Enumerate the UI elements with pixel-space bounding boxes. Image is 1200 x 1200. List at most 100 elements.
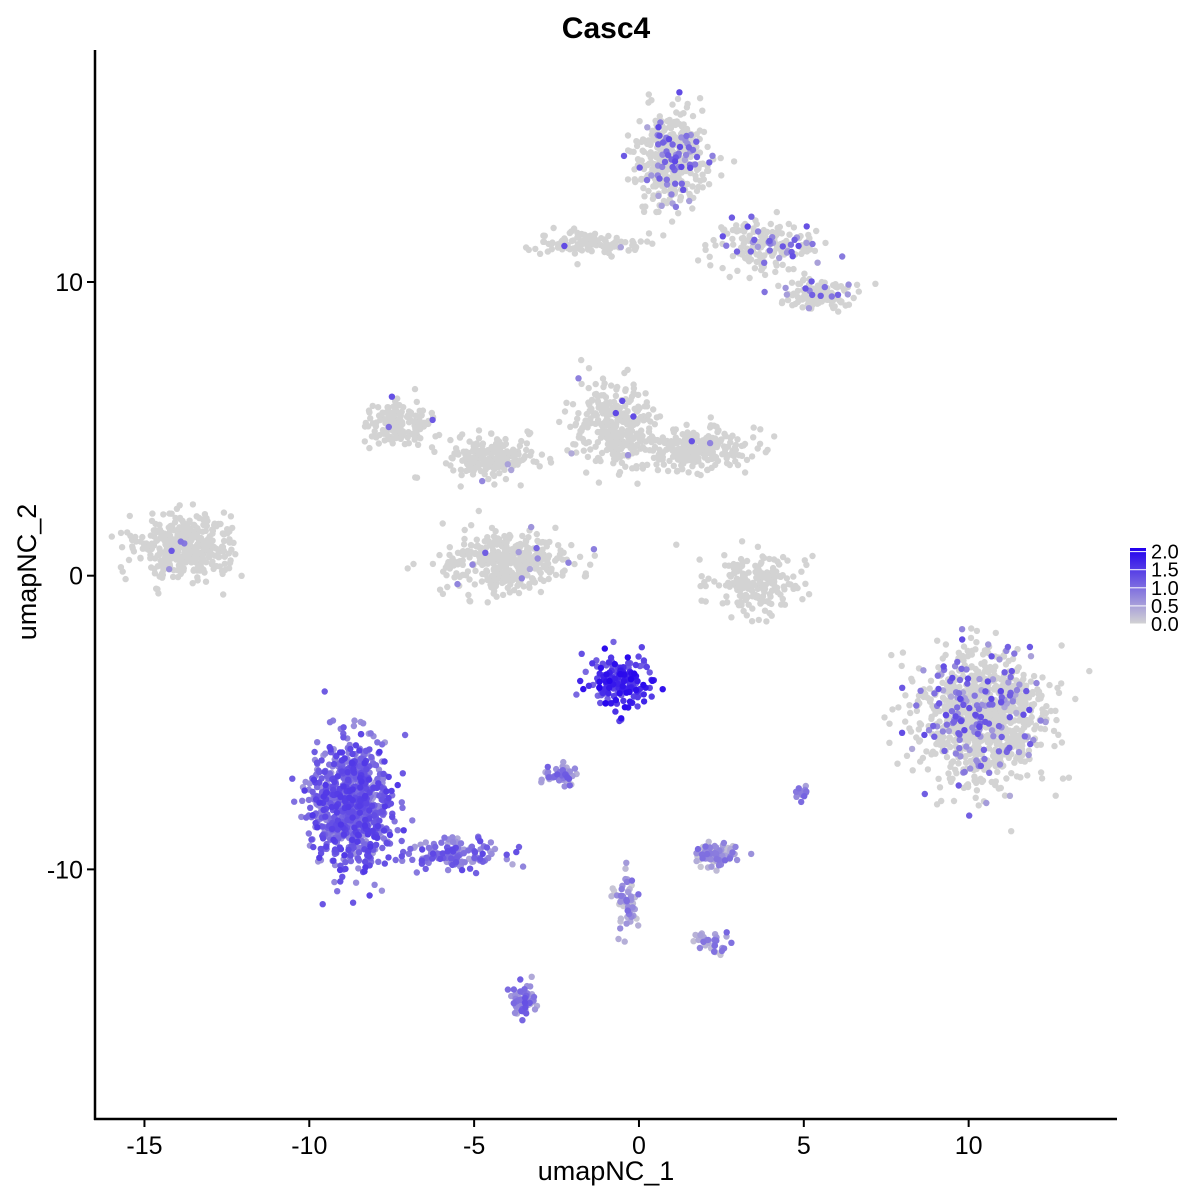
cell-point xyxy=(779,243,786,250)
cell-point xyxy=(601,236,608,243)
cell-point xyxy=(763,618,770,625)
cell-point xyxy=(625,247,632,254)
cell-point xyxy=(754,243,762,250)
cell-point xyxy=(747,248,754,255)
cell-point xyxy=(680,441,688,448)
cell-point xyxy=(503,542,510,550)
cell-point xyxy=(723,593,730,600)
cell-point xyxy=(457,483,464,490)
cell-point xyxy=(699,107,706,114)
cell-point xyxy=(784,296,792,304)
cell-point xyxy=(929,748,937,755)
cell-point xyxy=(322,750,329,757)
cell-point xyxy=(794,287,802,294)
cell-point xyxy=(1039,710,1047,717)
cell-point xyxy=(505,535,513,542)
cell-point xyxy=(585,384,592,392)
cell-point xyxy=(515,570,523,577)
cell-point xyxy=(216,553,223,561)
cell-point xyxy=(939,694,947,701)
cell-point xyxy=(773,568,780,575)
cell-point xyxy=(624,176,632,183)
cell-point xyxy=(547,459,555,466)
cell-point xyxy=(656,132,663,139)
cell-point xyxy=(674,467,681,475)
cell-point xyxy=(635,156,642,164)
cell-point xyxy=(783,237,790,245)
cell-point xyxy=(221,553,228,560)
cell-point xyxy=(528,523,535,531)
cell-point xyxy=(980,746,988,753)
cell-point xyxy=(409,817,416,824)
cell-point xyxy=(412,425,419,432)
cell-point xyxy=(709,452,717,459)
cell-point xyxy=(478,558,485,565)
cell-point xyxy=(485,475,492,483)
cell-point xyxy=(725,562,732,569)
cell-point xyxy=(717,438,724,445)
cell-point xyxy=(659,434,666,441)
cell-point xyxy=(371,881,378,888)
cell-point xyxy=(633,138,640,145)
cell-point xyxy=(468,522,475,529)
cell-point xyxy=(194,525,201,532)
cell-point xyxy=(406,411,414,419)
cell-point xyxy=(704,143,711,151)
cell-point xyxy=(811,247,819,254)
cell-point xyxy=(726,461,733,469)
cell-point xyxy=(778,601,785,608)
cell-point xyxy=(659,456,666,463)
cell-point xyxy=(913,707,921,715)
cell-point xyxy=(994,768,1001,776)
cell-point xyxy=(658,202,665,209)
cell-point xyxy=(482,549,489,556)
cell-point xyxy=(1002,661,1010,668)
cell-point xyxy=(752,568,759,576)
cell-point xyxy=(475,435,483,442)
cell-point xyxy=(1026,643,1034,651)
cell-point xyxy=(702,241,709,249)
cell-point xyxy=(536,463,543,470)
cell-point xyxy=(768,612,775,619)
cell-point xyxy=(523,440,531,447)
cell-point xyxy=(936,700,943,707)
cell-point xyxy=(990,759,997,766)
cell-point xyxy=(334,888,341,895)
cell-point xyxy=(522,244,530,251)
cell-point xyxy=(621,439,629,447)
cell-point xyxy=(583,469,590,476)
cell-point xyxy=(395,425,403,432)
cell-point xyxy=(477,838,484,845)
cell-point xyxy=(191,546,198,553)
cell-point xyxy=(898,729,906,736)
cell-point xyxy=(143,545,150,552)
cell-point xyxy=(709,152,716,159)
cell-point xyxy=(220,591,227,598)
cell-point xyxy=(1006,714,1013,721)
cell-point xyxy=(694,470,701,477)
cell-point xyxy=(622,387,629,394)
cell-point xyxy=(309,788,316,795)
cell-point xyxy=(707,414,714,421)
cell-point xyxy=(664,467,672,475)
cell-point xyxy=(988,653,995,660)
cell-point xyxy=(717,154,724,162)
cell-point xyxy=(630,381,637,388)
cell-point xyxy=(695,454,702,462)
cell-point xyxy=(735,602,743,609)
cell-point xyxy=(834,291,842,298)
cell-point xyxy=(510,448,518,455)
cell-point xyxy=(699,855,706,862)
cell-point xyxy=(774,558,781,565)
cell-point xyxy=(199,555,207,562)
cell-point xyxy=(563,399,570,406)
cell-point xyxy=(719,264,726,272)
cell-point xyxy=(903,752,911,759)
cell-point xyxy=(943,753,951,761)
cell-point xyxy=(690,431,697,438)
cell-point xyxy=(499,569,506,576)
cell-point xyxy=(906,702,913,709)
cell-point xyxy=(215,548,222,555)
cell-point xyxy=(1027,678,1035,685)
cell-point xyxy=(791,236,798,243)
